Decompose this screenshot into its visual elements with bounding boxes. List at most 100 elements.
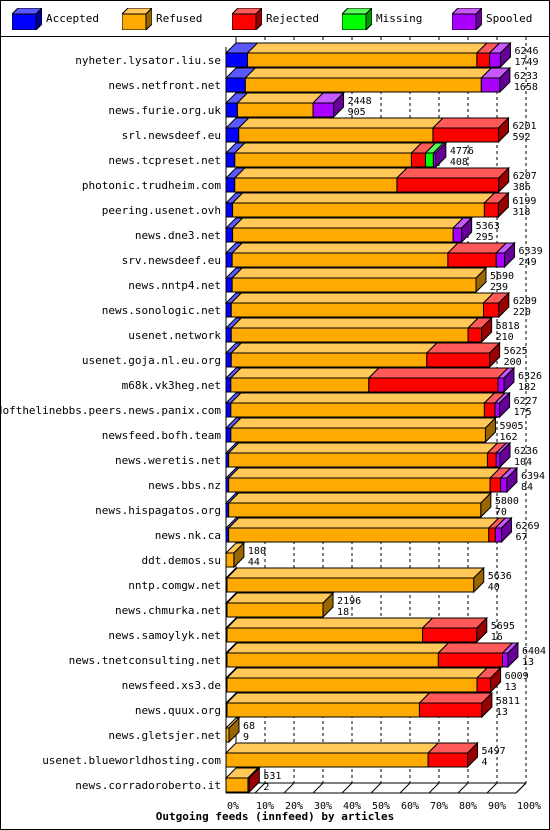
x-tick-label: 40% <box>343 801 361 812</box>
bar-segment-refused <box>234 152 412 168</box>
legend-label: Refused <box>156 12 203 25</box>
offered-value-label: 180 <box>248 546 266 557</box>
bar-segment-refused <box>247 52 478 68</box>
bar-segment-refused <box>226 652 439 668</box>
legend-swatch <box>340 6 374 32</box>
offered-value-label: 6269 <box>515 521 539 532</box>
bar-top-refused <box>233 142 423 154</box>
bar-end-face <box>248 766 260 794</box>
bar-segment-accepted <box>225 277 233 293</box>
accepted-value-label: 13 <box>522 657 534 668</box>
offered-value-label: 5800 <box>495 496 519 507</box>
bar-segment-refused <box>231 252 449 268</box>
bar-end-face <box>233 541 245 569</box>
legend-label: Accepted <box>46 12 99 25</box>
accepted-value-label: 592 <box>512 132 530 143</box>
bar-end-face <box>481 316 493 344</box>
bar-top-refused <box>246 42 489 54</box>
accepted-value-label: 44 <box>248 557 260 568</box>
bar-segment-accepted <box>225 327 232 343</box>
accepted-value-label: 9 <box>243 732 249 743</box>
bar-segment-spooled <box>502 652 509 668</box>
offered-value-label: 6404 <box>522 646 546 657</box>
category-label: ddt.demos.su <box>142 554 221 567</box>
bar-end-face <box>499 391 511 419</box>
offered-value-label: 6339 <box>519 246 543 257</box>
bar-top-refused <box>225 567 485 579</box>
bar-segment-rejected <box>432 127 499 143</box>
x-tick-label: 0% <box>227 801 239 812</box>
x-tick-label: 80% <box>459 801 477 812</box>
bar-top-refused <box>230 342 439 354</box>
category-label: photonic.trudheim.com <box>82 179 221 192</box>
bar-segment-accepted <box>225 52 249 68</box>
bar-segment-rejected <box>483 202 499 218</box>
bar-end-face <box>461 216 473 244</box>
x-tick-label: 100% <box>517 801 541 812</box>
bar-segment-rejected <box>396 177 500 193</box>
bar-end-face <box>489 341 501 369</box>
offered-value-label: 6227 <box>514 396 538 407</box>
bar-segment-refused <box>230 402 485 418</box>
bar-segment-refused <box>230 327 469 343</box>
bar-segment-rejected <box>410 152 426 168</box>
bar-segment-rejected <box>447 252 497 268</box>
bar-segment-rejected <box>437 652 503 668</box>
bar-segment-refused <box>238 127 434 143</box>
legend-label: Rejected <box>266 12 319 25</box>
floor-line <box>341 782 353 794</box>
category-label: news.dne3.net <box>135 229 221 242</box>
accepted-value-label: 67 <box>515 532 527 543</box>
bar-top-refused <box>227 517 500 529</box>
bar-segment-rejected <box>488 527 496 543</box>
bar-segment-refused <box>231 277 477 293</box>
bar-segment-rejected <box>422 627 478 643</box>
floor-line <box>370 782 382 794</box>
accepted-value-label: 13 <box>505 682 517 693</box>
bar-segment-refused <box>225 752 429 768</box>
bar-segment-spooled <box>480 77 501 93</box>
bar-top-refused <box>224 742 440 754</box>
offered-value-label: 6246 <box>514 46 538 57</box>
accepted-value-label: 220 <box>513 307 531 318</box>
category-label: news.tcpreset.net <box>108 154 221 167</box>
bar-segment-refused <box>232 202 485 218</box>
offered-value-label: 5905 <box>499 421 523 432</box>
bar-segment-accepted <box>225 202 234 218</box>
bar-top-rejected <box>421 617 489 629</box>
accepted-value-label: 16 <box>491 632 503 643</box>
offered-value-label: 68 <box>243 721 255 732</box>
category-label: peering.usenet.ovh <box>102 204 221 217</box>
bar-segment-rejected <box>483 402 496 418</box>
bar-top-refused <box>231 192 496 204</box>
bar-segment-refused <box>230 377 370 393</box>
offered-value-label: 5690 <box>490 271 514 282</box>
bar-top-refused <box>225 667 489 679</box>
accepted-value-label: 249 <box>519 257 537 268</box>
category-label: m68k.vk3heg.net <box>122 379 221 392</box>
bar-segment-refused <box>236 102 314 118</box>
category-label: usenet.network <box>128 329 221 342</box>
bar-end-face <box>499 441 511 469</box>
bar-end-face <box>467 741 479 769</box>
bar-segment-refused <box>226 677 478 693</box>
bar-segment-accepted <box>225 402 232 418</box>
category-label: nntp.comgw.net <box>128 579 221 592</box>
bar-segment-spooled <box>312 102 335 118</box>
category-label: newsfeed.xs3.de <box>122 679 221 692</box>
bar-segment-refused <box>226 702 420 718</box>
accepted-value-label: 318 <box>512 207 530 218</box>
category-label: newsfeed.bofh.team <box>102 429 222 442</box>
accepted-value-label: 13 <box>496 707 508 718</box>
category-label: news.sonologic.net <box>102 304 221 317</box>
bar-segment-accepted <box>225 127 240 143</box>
category-label: endofthelinebbs.peers.news.panix.com <box>0 404 221 417</box>
accepted-value-label: 162 <box>499 432 517 443</box>
bar-top-refused <box>225 692 431 704</box>
bar-top-rejected <box>395 167 510 179</box>
bar-segment-refused <box>230 427 486 443</box>
bar-segment-accepted <box>225 77 246 93</box>
bar-segment-rejected <box>476 52 491 68</box>
bar-end-face <box>481 691 493 719</box>
bar-end-face <box>476 616 488 644</box>
